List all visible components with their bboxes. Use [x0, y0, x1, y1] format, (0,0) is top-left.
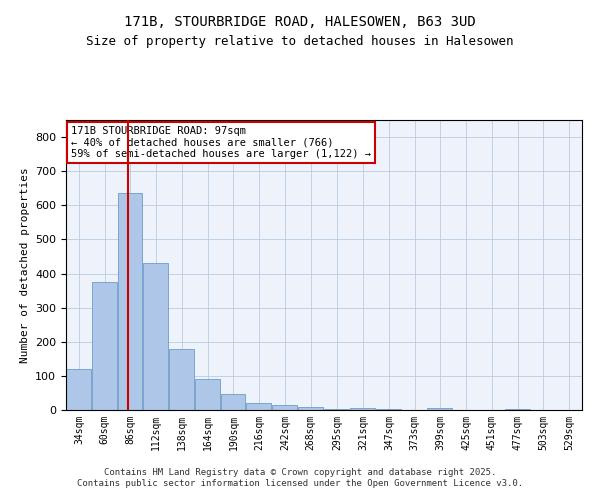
- Bar: [350, 408, 375, 410]
- Bar: [92, 282, 116, 410]
- Bar: [505, 409, 530, 410]
- Y-axis label: Number of detached properties: Number of detached properties: [20, 167, 29, 363]
- Text: Size of property relative to detached houses in Halesowen: Size of property relative to detached ho…: [86, 35, 514, 48]
- Bar: [118, 194, 142, 410]
- Bar: [246, 403, 271, 410]
- Text: Contains HM Land Registry data © Crown copyright and database right 2025.
Contai: Contains HM Land Registry data © Crown c…: [77, 468, 523, 487]
- Bar: [195, 380, 220, 410]
- Bar: [427, 408, 452, 410]
- Bar: [143, 264, 168, 410]
- Bar: [298, 408, 323, 410]
- Bar: [272, 405, 297, 410]
- Text: 171B, STOURBRIDGE ROAD, HALESOWEN, B63 3UD: 171B, STOURBRIDGE ROAD, HALESOWEN, B63 3…: [124, 15, 476, 29]
- Bar: [169, 348, 194, 410]
- Text: 171B STOURBRIDGE ROAD: 97sqm
← 40% of detached houses are smaller (766)
59% of s: 171B STOURBRIDGE ROAD: 97sqm ← 40% of de…: [71, 126, 371, 159]
- Bar: [66, 369, 91, 410]
- Bar: [221, 394, 245, 410]
